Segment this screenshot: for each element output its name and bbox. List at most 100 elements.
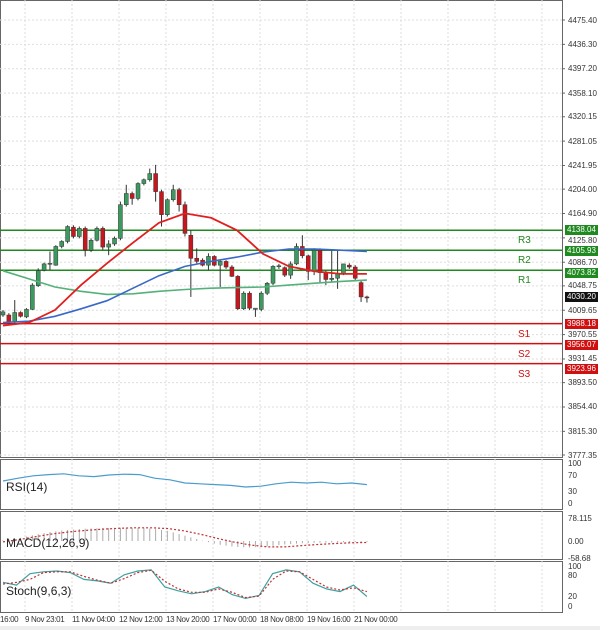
candle — [94, 228, 100, 241]
price-tick-label: 4358.10 — [568, 88, 597, 98]
rsi-tick-label: 30 — [568, 486, 577, 496]
macd-signal-line — [2, 527, 367, 548]
price-tick-label: 4164.90 — [568, 208, 597, 218]
candle — [294, 246, 299, 265]
candle — [71, 226, 76, 237]
level-label-s3: S3 — [518, 368, 531, 380]
level-price-tag: 3988.18 — [565, 318, 598, 329]
time-axis-label: 19 Nov 16:00 — [307, 615, 351, 624]
level-price-tag: 4105.93 — [565, 246, 598, 257]
price-tick-label: 4241.95 — [568, 160, 597, 170]
macd-tick-label: -58.68 — [568, 553, 591, 563]
candle — [229, 266, 235, 277]
level-price-tag: 4073.82 — [565, 267, 598, 278]
candle — [241, 292, 246, 310]
candle — [65, 226, 70, 242]
candle — [364, 296, 370, 299]
stoch-signal-line — [2, 569, 368, 599]
level-label-r3: R3 — [518, 235, 531, 247]
candle — [347, 264, 352, 268]
candle — [182, 204, 188, 234]
candle — [24, 309, 29, 318]
candle — [88, 239, 94, 251]
price-tick-label: 3854.40 — [568, 402, 597, 412]
level-label-s1: S1 — [518, 328, 531, 340]
candle — [235, 276, 241, 310]
candle — [317, 249, 323, 273]
candle — [341, 263, 346, 274]
candle — [188, 234, 194, 259]
level-price-tag: 4138.04 — [565, 225, 598, 236]
level-price-tag: 3956.07 — [565, 340, 598, 351]
rsi-panel — [0, 459, 563, 510]
time-axis-label: 17 Nov 00:00 — [213, 615, 257, 624]
candle — [6, 314, 12, 323]
level-label-r2: R2 — [518, 255, 531, 267]
candle — [300, 246, 305, 257]
time-axis-label: 16:00 — [0, 615, 19, 624]
price-tick-label: 3970.55 — [568, 330, 597, 340]
candle — [288, 263, 293, 276]
stoch-label: Stoch(9,6,3) — [6, 584, 72, 598]
candle — [141, 179, 147, 184]
time-axis-label: 13 Nov 20:00 — [166, 615, 210, 624]
candle — [129, 193, 135, 199]
time-axis-label: 12 Nov 12:00 — [119, 615, 163, 624]
candle — [206, 256, 211, 266]
candle — [323, 272, 329, 280]
rsi-tick-label: 0 — [568, 498, 573, 508]
ma-slow-line — [2, 270, 367, 296]
candle — [12, 312, 17, 323]
level-label-s2: S2 — [518, 348, 531, 360]
level-label-r1: R1 — [518, 275, 531, 287]
price-tick-label: 3777.35 — [568, 450, 597, 460]
candle — [194, 258, 199, 262]
candle — [35, 270, 41, 286]
candle — [253, 307, 258, 310]
price-tick-label: 4320.15 — [568, 112, 597, 122]
time-axis-label: 21 Nov 00:00 — [354, 615, 398, 624]
macd-label: MACD(12,26,9) — [6, 536, 90, 550]
candle — [176, 189, 182, 205]
candle — [264, 282, 270, 294]
candle — [329, 277, 334, 280]
stoch-tick-label: 80 — [568, 571, 577, 581]
candle — [124, 193, 129, 205]
price-tick-label: 3815.30 — [568, 426, 597, 436]
candle — [282, 267, 288, 276]
candle — [118, 204, 123, 239]
candle — [352, 266, 358, 279]
candle — [276, 265, 282, 268]
candle — [259, 292, 264, 310]
candle — [112, 238, 117, 245]
candle — [135, 183, 141, 199]
candle — [47, 263, 53, 265]
price-tick-label: 4436.30 — [568, 39, 597, 49]
price-tick-label: 4397.20 — [568, 64, 597, 74]
candle — [159, 191, 164, 215]
price-tick-label: 4048.75 — [568, 281, 597, 291]
time-axis-label: 18 Nov 08:00 — [260, 615, 304, 624]
candle — [305, 255, 311, 272]
stoch-main-line — [2, 569, 368, 600]
price-tick-label: 3893.50 — [568, 378, 597, 388]
candle — [18, 312, 23, 317]
price-tick-label: 4086.70 — [568, 257, 597, 267]
ma-fast-line — [2, 212, 367, 327]
price-tick-label: 4125.80 — [568, 236, 597, 246]
candle — [270, 266, 276, 284]
macd-panel — [0, 511, 563, 560]
time-axis-label: 9 Nov 23:01 — [25, 615, 65, 624]
candle — [77, 228, 82, 237]
candle — [100, 228, 106, 248]
level-price-tag: 3923.96 — [565, 364, 598, 375]
candle — [59, 241, 64, 247]
candle — [170, 189, 176, 200]
candle — [0, 311, 6, 316]
price-tick-label: 4204.00 — [568, 184, 597, 194]
price-tick-label: 4009.65 — [568, 305, 597, 315]
price-tick-label: 4281.05 — [568, 136, 597, 146]
time-axis-label: 11 Nov 04:00 — [72, 615, 115, 624]
rsi-label: RSI(14) — [6, 480, 48, 494]
